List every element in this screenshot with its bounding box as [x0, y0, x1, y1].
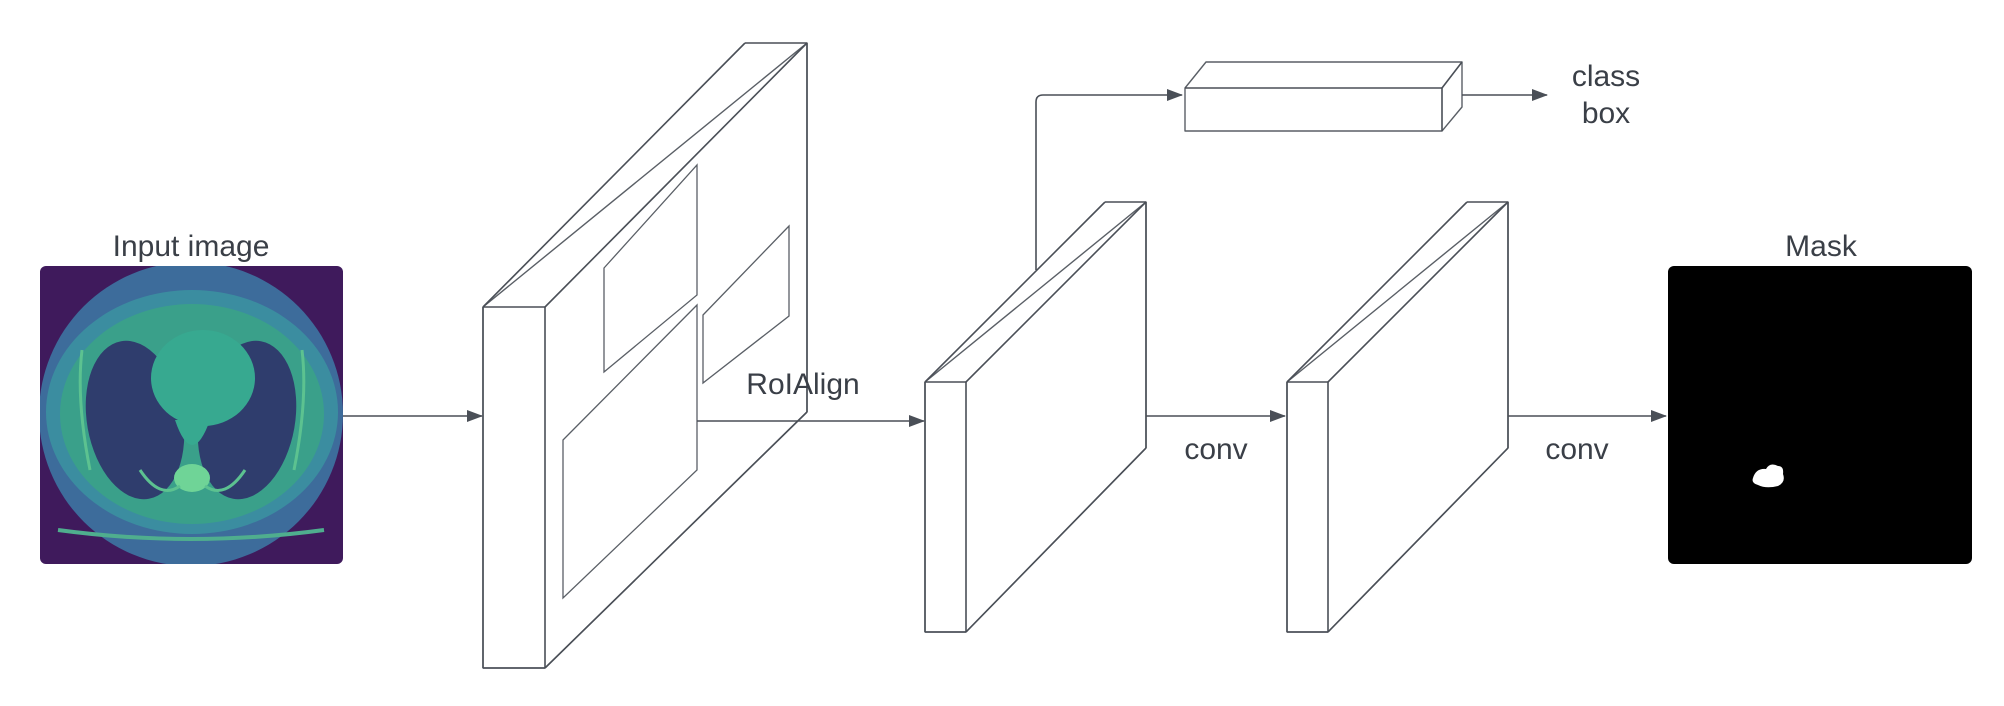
edge-to-fc-head — [1035, 89, 1183, 270]
input-ct-image — [40, 266, 343, 564]
box-output-label: box — [1582, 97, 1630, 130]
mask-label: Mask — [1785, 230, 1858, 263]
fc-head-block — [1184, 61, 1463, 132]
input-image-label: Input image — [113, 230, 270, 263]
class-output-label: class — [1572, 60, 1640, 93]
roi-proposal-2 — [702, 224, 790, 385]
feature-map-block — [482, 42, 808, 669]
mask-region — [1752, 464, 1784, 488]
conv-feature-block — [1286, 201, 1509, 633]
roialign-label: RoIAlign — [746, 368, 859, 401]
roi-feature-block — [924, 201, 1147, 633]
conv-label-1: conv — [1184, 433, 1247, 466]
conv-label-2: conv — [1545, 433, 1608, 466]
mask-output-image — [1668, 266, 1972, 564]
roi-proposal-3 — [562, 303, 698, 600]
roi-proposal-1 — [603, 163, 698, 374]
